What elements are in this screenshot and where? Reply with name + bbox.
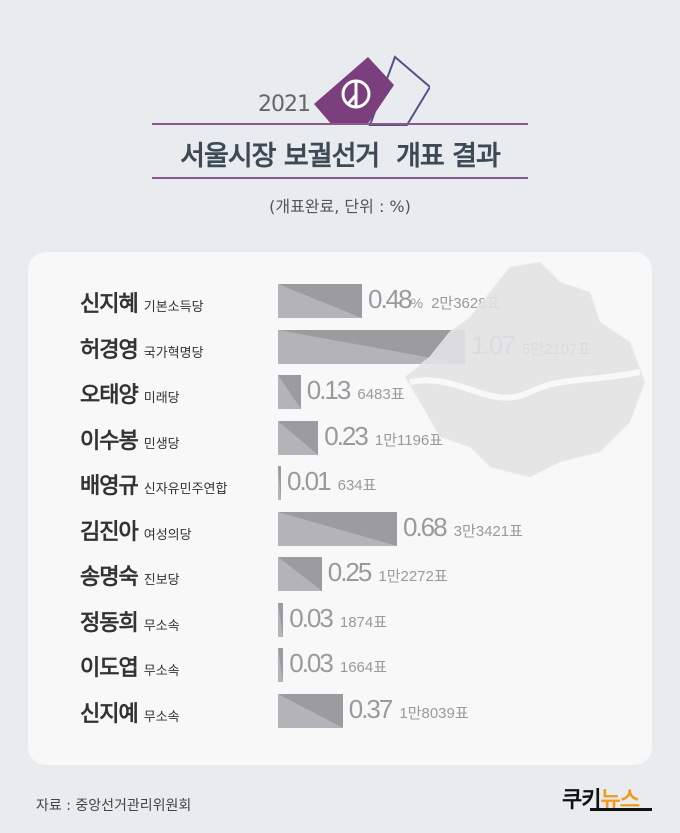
candidate-name: 배영규 신자유민주연합 xyxy=(80,468,227,500)
vote-count: 1만2272표 xyxy=(378,568,448,585)
title-rule-top xyxy=(152,123,528,125)
vote-count: 6483표 xyxy=(357,386,405,403)
candidate-name: 신지예 무소속 xyxy=(80,696,180,728)
candidate-label: 신지예 xyxy=(80,701,139,727)
bar xyxy=(278,602,284,637)
vote-count: 634표 xyxy=(337,477,377,494)
party-label: 여성의당 xyxy=(143,527,192,543)
value-label: 0.25 1만2272표 xyxy=(328,557,448,588)
bar xyxy=(278,420,319,455)
percent-value: 0.23 xyxy=(324,420,369,451)
unit-label: % xyxy=(410,295,424,311)
logo-underline xyxy=(590,808,652,811)
candidate-label: 이도엽 xyxy=(80,656,139,681)
percent-value: 0.13 xyxy=(306,375,352,405)
bar xyxy=(278,511,397,546)
percent-value: 0.25 xyxy=(327,557,373,587)
bar xyxy=(278,375,301,409)
party-label: 무소속 xyxy=(143,618,180,634)
value-label: 0.48% 2만3628표 xyxy=(368,284,500,315)
percent-value: 0.03 xyxy=(289,602,334,633)
candidate-label: 이수봉 xyxy=(80,428,139,454)
year-label: 2021 xyxy=(258,92,311,117)
candidate-label: 허경영 xyxy=(80,337,139,363)
party-label: 신자유민주연합 xyxy=(143,482,228,497)
party-label: 미래당 xyxy=(143,391,180,406)
vote-count: 3만3421표 xyxy=(453,522,523,540)
bar xyxy=(278,557,322,591)
party-label: 국가혁명당 xyxy=(143,345,204,361)
bar xyxy=(278,466,281,500)
candidate-name: 이도엽 무소속 xyxy=(80,650,180,682)
party-label: 기본소득당 xyxy=(143,300,204,315)
vote-count: 1만8039표 xyxy=(399,704,469,722)
party-label: 진보당 xyxy=(143,573,180,588)
percent-value: 0.48 xyxy=(368,284,413,314)
bar xyxy=(278,284,362,318)
value-label: 0.01 634표 xyxy=(287,466,376,497)
candidate-label: 신지혜 xyxy=(80,292,139,317)
party-label: 무소속 xyxy=(143,709,180,725)
bar xyxy=(278,693,343,728)
candidate-name: 신지혜 기본소득당 xyxy=(80,286,204,318)
value-label: 0.03 1874표 xyxy=(289,603,387,634)
percent-value: 0.03 xyxy=(289,648,334,678)
candidate-label: 정동희 xyxy=(80,610,139,636)
party-label: 무소속 xyxy=(143,664,180,679)
bar xyxy=(278,648,284,682)
candidate-label: 배영규 xyxy=(80,474,139,499)
candidate-label: 김진아 xyxy=(80,519,139,545)
value-label: 0.13 6483표 xyxy=(307,375,405,406)
vote-count: 1874표 xyxy=(339,613,388,631)
party-label: 민생당 xyxy=(143,436,180,452)
title-rule-bottom xyxy=(152,177,528,179)
value-label: 0.23 1만1196표 xyxy=(324,421,443,452)
candidate-name: 정동희 무소속 xyxy=(80,605,180,637)
percent-value: 0.01 xyxy=(287,466,332,496)
candidate-name: 허경영 국가혁명당 xyxy=(80,332,204,364)
vote-count: 1664표 xyxy=(339,659,388,676)
percent-value: 0.37 xyxy=(348,693,394,724)
value-label: 0.37 1만8039표 xyxy=(349,694,469,725)
candidate-label: 송명숙 xyxy=(80,565,139,590)
subtitle: (개표완료, 단위 : %) xyxy=(269,197,411,216)
candidate-name: 송명숙 진보당 xyxy=(80,559,180,591)
candidate-label: 오태양 xyxy=(80,383,139,408)
ballot-box-icon xyxy=(314,55,430,126)
value-label: 0.68 3만3421표 xyxy=(403,512,523,543)
source-note: 자료 : 중앙선거관리위원회 xyxy=(36,798,192,814)
candidate-name: 김진아 여성의당 xyxy=(80,514,192,546)
candidate-name: 이수봉 민생당 xyxy=(80,423,180,455)
candidate-name: 오태양 미래당 xyxy=(80,377,180,409)
vote-count: 1만1196표 xyxy=(374,431,444,449)
value-label: 0.03 1664표 xyxy=(289,648,387,679)
percent-value: 0.68 xyxy=(403,511,448,542)
page-title: 서울시장 보궐선거 개표 결과 xyxy=(180,141,501,172)
seoul-map-icon xyxy=(404,262,646,478)
